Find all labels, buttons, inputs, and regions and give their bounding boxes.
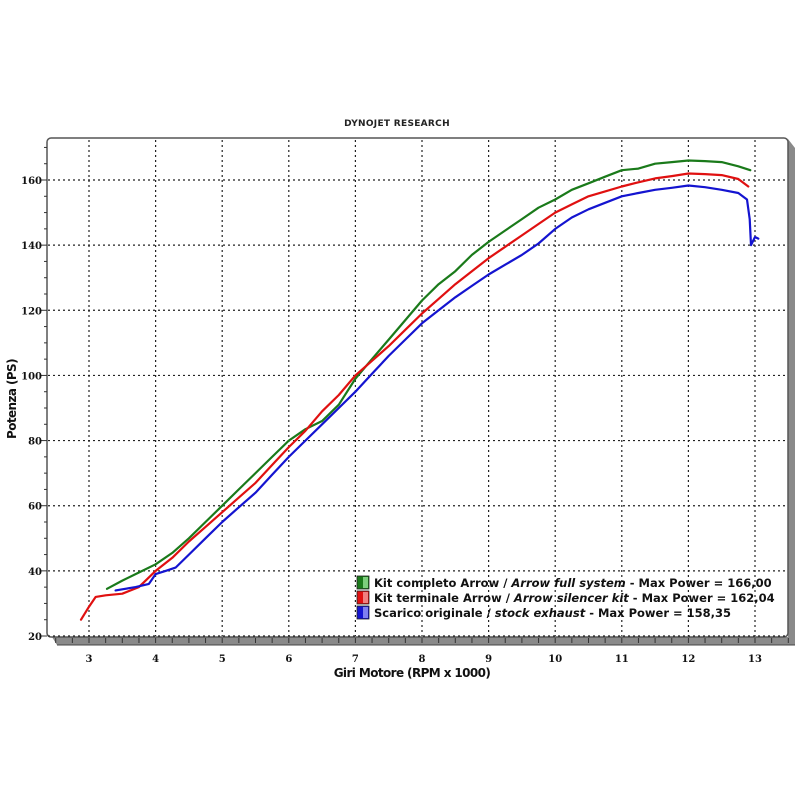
y-tick-label: 160 [21, 176, 42, 187]
y-tick-label: 20 [28, 632, 42, 643]
axis-minor-ticks [41, 146, 789, 643]
x-tick-label: 9 [485, 654, 492, 665]
power-curve-series-1 [79, 172, 750, 621]
y-tick-label: 40 [28, 567, 42, 578]
x-tick-label: 11 [615, 654, 629, 665]
y-tick-label: 60 [28, 502, 42, 513]
x-tick-label: 3 [86, 654, 93, 665]
legend-label: Scarico originale / stock exhaust - Max … [374, 606, 731, 620]
legend-swatch [356, 605, 370, 620]
power-curve-series-2 [114, 184, 760, 592]
x-axis-title: Giri Motore (RPM x 1000) [334, 666, 491, 680]
y-tick-label: 80 [28, 437, 42, 448]
chart-title: DYNOJET RESEARCH [344, 119, 450, 129]
power-curve-series-0 [105, 159, 752, 590]
legend-label: Kit completo Arrow / Arrow full system -… [374, 576, 772, 590]
x-axis-tick-labels: 3 4 5 6 7 8 9 10 11 12 13 [86, 654, 762, 665]
y-axis-title: Potenza (PS) [5, 359, 19, 439]
y-axis-tick-labels: 20 40 60 80 100 120 140 160 [21, 176, 42, 643]
grid-lines [48, 140, 786, 637]
legend-swatch [356, 575, 370, 590]
y-tick-label: 120 [21, 306, 42, 317]
x-tick-label: 8 [419, 654, 426, 665]
x-tick-label: 4 [152, 654, 159, 665]
x-tick-label: 13 [748, 654, 762, 665]
legend: Kit completo Arrow / Arrow full system -… [356, 575, 775, 620]
x-tick-label: 7 [352, 654, 359, 665]
legend-label: Kit terminale Arrow / Arrow silencer kit… [374, 591, 775, 605]
power-curves [79, 159, 760, 621]
x-tick-label: 5 [219, 654, 226, 665]
y-tick-label: 140 [21, 241, 42, 252]
x-tick-label: 12 [681, 654, 695, 665]
x-tick-label: 6 [285, 654, 292, 665]
legend-swatch [356, 590, 370, 605]
y-tick-label: 100 [21, 371, 42, 382]
x-tick-label: 10 [548, 654, 562, 665]
plot-frame-shadow [52, 139, 795, 646]
